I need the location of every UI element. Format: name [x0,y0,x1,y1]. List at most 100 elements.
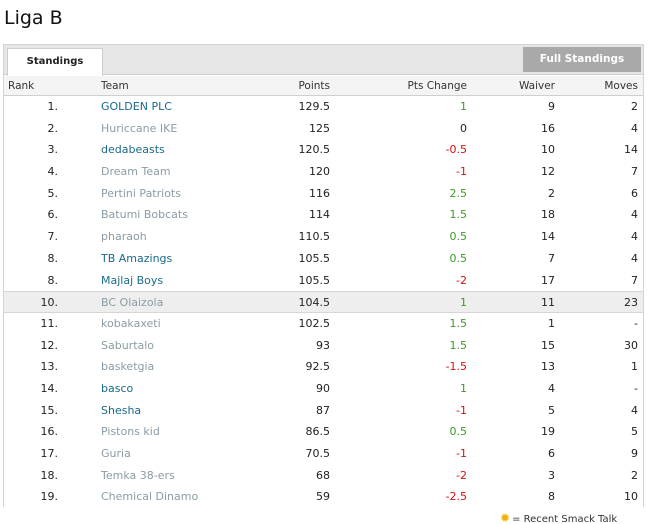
points-cell: 116 [309,186,330,200]
tab-standings-label: Standings [26,56,84,67]
waiver-cell: 2 [548,186,555,200]
moves-cell: 4 [631,403,638,417]
table-row: 17. Guria 70.5 -1 6 9 [4,443,643,465]
table-row: 5. Pertini Patriots 116 2.5 2 6 [4,183,643,205]
moves-cell: 2 [631,468,638,482]
waiver-cell: 10 [541,143,555,157]
pts-change-cell: 0.5 [449,251,468,265]
pts-change-cell: -1.5 [445,360,467,374]
waiver-cell: 4 [548,381,555,395]
team-link[interactable]: Huriccane IKE [101,121,178,135]
waiver-cell: 8 [548,490,555,504]
team-link[interactable]: Chemical Dinamo [101,490,199,504]
moves-cell: - [634,316,638,330]
team-link[interactable]: Majlaj Boys [101,273,164,287]
rank-cell: 11. [40,316,59,330]
table-row: 12. Saburtalo 93 1.5 15 30 [4,335,643,357]
points-cell: 68 [316,468,330,482]
waiver-cell: 11 [541,296,555,310]
team-link[interactable]: pharaoh [101,230,147,244]
rank-cell: 3. [47,143,59,157]
table-row: 7. pharaoh 110.5 0.5 14 4 [4,226,643,248]
table-row: 8. Majlaj Boys 105.5 -2 17 7 [4,270,643,292]
team-link[interactable]: dedabeasts [101,143,165,157]
table-row: 1. GOLDEN PLC 129.5 1 9 2 [4,96,643,118]
team-link[interactable]: GOLDEN PLC [101,100,172,113]
table-row: 3. dedabeasts 120.5 -0.5 10 14 [4,139,643,161]
points-cell: 59 [316,490,330,504]
moves-cell: 23 [624,296,638,310]
pts-change-cell: 1 [460,100,467,113]
team-link[interactable]: kobakaxeti [101,316,161,330]
table-row: 10. BC Olaizola 104.5 1 11 23 [4,291,643,313]
moves-cell: 30 [624,338,638,352]
points-cell: 105.5 [298,273,331,287]
points-cell: 120.5 [298,143,331,157]
rank-cell: 6. [47,208,59,222]
pts-change-cell: 1 [460,381,467,395]
team-link[interactable]: Guria [101,447,131,460]
pts-change-cell: -0.5 [445,143,467,157]
points-cell: 105.5 [298,251,331,265]
team-link[interactable]: Temka 38-ers [101,468,175,482]
pts-change-cell: -2 [456,468,467,482]
moves-cell: 4 [631,251,638,265]
table-row: 18. Temka 38-ers 68 -2 3 2 [4,465,643,487]
pts-change-cell: 1.5 [449,208,468,222]
waiver-cell: 5 [548,403,555,417]
team-link[interactable]: BC Olaizola [101,296,164,310]
rank-cell: 4. [47,165,59,179]
table-row: 14. basco 90 1 4 - [4,378,643,400]
full-standings-button[interactable]: Full Standings [523,47,641,72]
waiver-cell: 18 [541,208,555,222]
column-header-waiver: Waiver [518,80,555,92]
points-cell: 92.5 [305,360,331,374]
standings-panel: Standings Full Standings Rank Team Point… [3,44,644,507]
page-title: Liga B [4,7,63,29]
team-link[interactable]: basketgia [101,360,155,374]
waiver-cell: 13 [541,360,555,374]
tab-bar: Standings Full Standings [4,45,643,82]
rank-cell: 14. [40,381,59,395]
team-link[interactable]: Batumi Bobcats [101,208,188,222]
pts-change-cell: 0.5 [449,425,468,439]
team-link[interactable]: basco [101,381,134,395]
rank-cell: 17. [40,447,59,460]
waiver-cell: 6 [548,447,555,460]
standings-table: 1. GOLDEN PLC 129.5 1 9 2 2. Huriccane IKE 125 0 1… [4,96,643,508]
table-row: 13. basketgia 92.5 -1.5 13 1 [4,356,643,378]
team-link[interactable]: Pistons kid [101,425,160,439]
rank-cell: 8. [47,251,59,265]
moves-cell: - [634,381,638,395]
team-link[interactable]: Saburtalo [101,338,155,352]
tab-standings[interactable]: Standings [7,48,103,82]
points-cell: 90 [316,381,330,395]
points-cell: 125 [309,121,330,135]
table-row: 11. kobakaxeti 102.5 1.5 1 - [4,313,643,335]
moves-cell: 2 [631,100,638,113]
table-row: 4. Dream Team 120 -1 12 7 [4,161,643,183]
table-row: 2. Huriccane IKE 125 0 16 4 [4,118,643,140]
team-link[interactable]: TB Amazings [101,251,173,265]
waiver-cell: 16 [541,121,555,135]
waiver-cell: 15 [541,338,555,352]
waiver-cell: 7 [548,251,555,265]
rank-cell: 2. [47,121,59,135]
rank-cell: 10. [40,296,59,310]
team-link[interactable]: Shesha [101,403,142,417]
column-header-rank: Rank [8,80,35,92]
rank-cell: 5. [47,186,59,200]
pts-change-cell: 0.5 [449,230,468,244]
team-link[interactable]: Dream Team [101,165,171,179]
waiver-cell: 9 [548,100,555,113]
moves-cell: 5 [631,425,638,439]
rank-cell: 7. [47,230,59,244]
moves-cell: 6 [631,186,638,200]
rank-cell: 8. [47,273,59,287]
team-link[interactable]: Pertini Patriots [101,186,181,200]
points-cell: 110.5 [298,230,331,244]
pts-change-cell: -1 [456,447,467,460]
table-row: 8. TB Amazings 105.5 0.5 7 4 [4,248,643,270]
smack-talk-legend: ✹ = Recent Smack Talk [500,511,617,524]
pts-change-cell: 0 [460,121,467,135]
